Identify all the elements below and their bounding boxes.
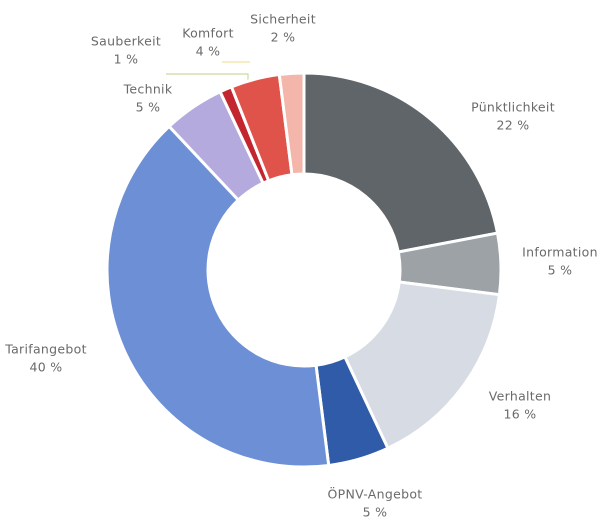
slice-label: Sicherheit [250, 12, 316, 27]
value-label: 40 % [30, 360, 63, 375]
slice-label: Sauberkeit [91, 34, 161, 49]
slice-label: Information [522, 245, 598, 260]
slice-label: ÖPNV-Angebot [328, 486, 423, 502]
slice-label: Technik [123, 82, 173, 97]
value-label: 5 % [363, 505, 388, 520]
value-label: 5 % [136, 100, 161, 115]
slice [302, 71, 500, 254]
value-label: 1 % [114, 52, 139, 67]
slice [105, 124, 331, 469]
value-label: 22 % [497, 118, 530, 133]
slice-label: Komfort [182, 26, 234, 41]
value-label: 2 % [271, 30, 296, 45]
slice-label: Pünktlichkeit [471, 100, 555, 115]
slice [342, 280, 502, 451]
value-label: 5 % [548, 263, 573, 278]
value-label: 4 % [196, 44, 221, 59]
slice-label: Verhalten [489, 389, 551, 404]
slice-label: Tarifangebot [4, 342, 87, 357]
value-label: 16 % [504, 407, 537, 422]
slice [277, 71, 306, 177]
